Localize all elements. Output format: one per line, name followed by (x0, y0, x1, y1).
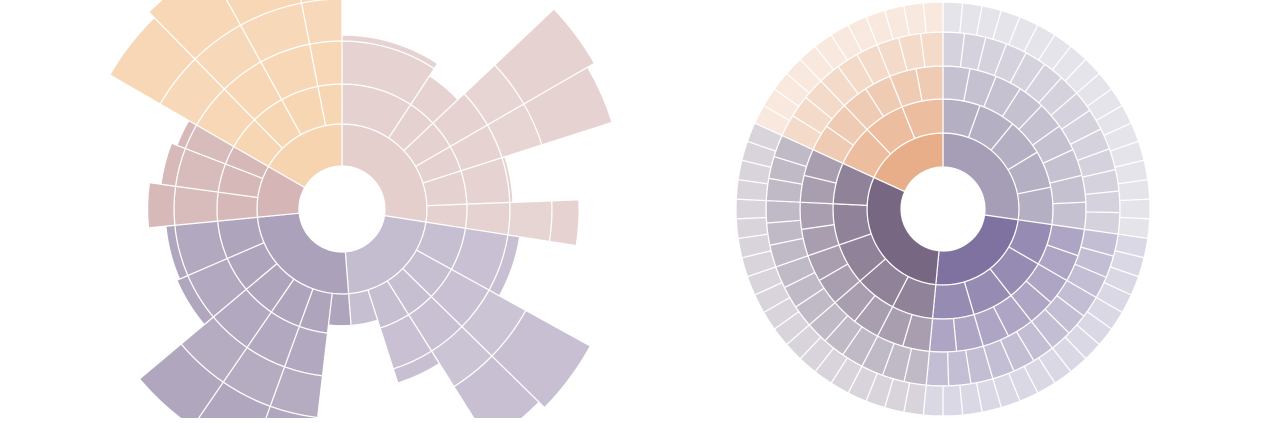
sunburst-right-segment (735, 216, 769, 240)
sunburst-right-segment (942, 384, 964, 417)
sunburst-left (109, 0, 613, 423)
sunburst-left-leaf (341, 34, 439, 70)
sunburst-right-segment (799, 201, 835, 230)
sunburst-right-segment (1119, 198, 1151, 220)
sunburst-right (735, 1, 1151, 417)
sunburst-right-segment (919, 31, 944, 68)
sunburst-left-segment (173, 185, 219, 226)
sunburst-left-leaf (523, 66, 613, 146)
sunburst-left-leaf (225, 0, 303, 26)
sunburst-right-segment (735, 198, 767, 220)
sunburst-left-leaf (453, 355, 540, 423)
sunburst-left-leaf (392, 350, 441, 384)
sunburst-right-segment (1016, 186, 1054, 226)
sunburst-left-leaf (300, 0, 330, 4)
sunburst-right-segment (765, 199, 802, 224)
sunburst-right-segment (1117, 178, 1151, 202)
sunburst-right-segment (1084, 190, 1121, 214)
sunburst-right-segment (922, 1, 944, 34)
sunburst-right-segment (925, 350, 950, 387)
sunburst-left-leaf (147, 182, 177, 229)
sunburst-left-segment (507, 200, 553, 243)
sunburst-left-leaf (148, 0, 242, 60)
sunburst-right-segment (928, 317, 958, 353)
sunburst-left-leaf (548, 199, 580, 247)
sunburst-left-leaf (138, 343, 224, 423)
